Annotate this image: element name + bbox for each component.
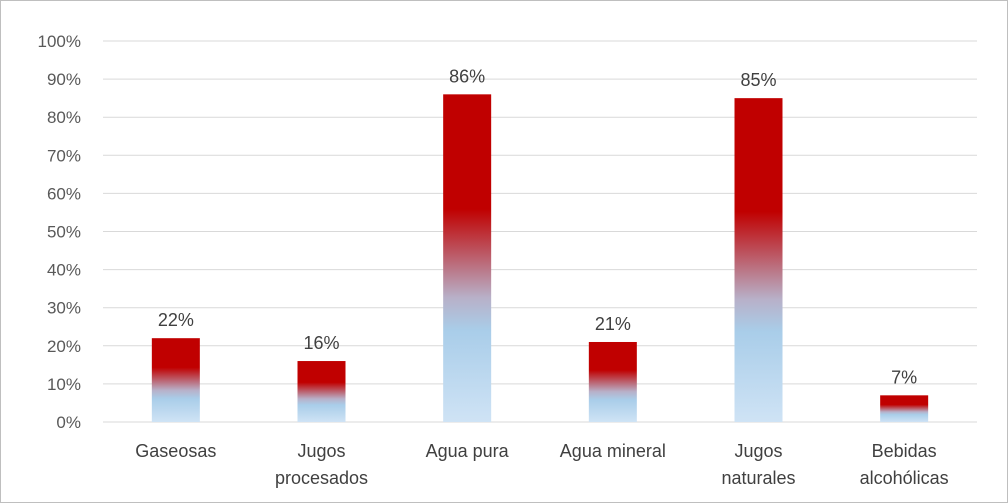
category-label: Agua pura xyxy=(426,441,510,461)
y-tick-label: 100% xyxy=(38,32,81,51)
data-label: 22% xyxy=(158,310,194,330)
y-tick-label: 0% xyxy=(56,413,81,432)
category-label-line: Jugos xyxy=(297,441,345,461)
x-axis-categories: Gaseosas Jugos procesados Agua pura Agua min… xyxy=(135,441,948,488)
category-label-line: naturales xyxy=(721,468,795,488)
data-labels: 22% 16% 86% 21% 85% 7% xyxy=(158,66,917,387)
bars xyxy=(151,94,929,423)
category-label: Jugos naturales xyxy=(721,441,795,488)
category-label: Gaseosas xyxy=(135,441,216,461)
bar xyxy=(734,98,783,423)
y-tick-label: 70% xyxy=(47,146,81,165)
category-label: Agua mineral xyxy=(560,441,666,461)
data-label: 85% xyxy=(740,70,776,90)
y-tick-label: 30% xyxy=(47,299,81,318)
y-tick-label: 50% xyxy=(47,223,81,242)
category-label-line: Agua mineral xyxy=(560,441,666,461)
y-tick-label: 90% xyxy=(47,70,81,89)
y-tick-label: 20% xyxy=(47,337,81,356)
y-tick-label: 40% xyxy=(47,261,81,280)
data-label: 16% xyxy=(303,333,339,353)
category-label-line: Agua pura xyxy=(426,441,510,461)
bar xyxy=(588,341,637,422)
y-tick-label: 80% xyxy=(47,108,81,127)
category-label-line: alcohólicas xyxy=(860,468,949,488)
data-label: 21% xyxy=(595,314,631,334)
bar xyxy=(880,395,929,422)
bar xyxy=(297,361,346,422)
y-tick-label: 10% xyxy=(47,375,81,394)
category-label: Bebidas alcohólicas xyxy=(860,441,949,488)
category-label-line: Gaseosas xyxy=(135,441,216,461)
category-label-line: Jugos xyxy=(734,441,782,461)
bar xyxy=(443,94,492,422)
category-label-line: Bebidas xyxy=(872,441,937,461)
y-tick-label: 60% xyxy=(47,184,81,203)
data-label: 86% xyxy=(449,66,485,86)
gridlines xyxy=(103,40,977,423)
category-label-line: procesados xyxy=(275,468,368,488)
category-label: Jugos procesados xyxy=(275,441,368,488)
y-axis-ticks: 0% 10% 20% 30% 40% 50% 60% 70% 80% 90% 100% xyxy=(38,32,81,432)
data-label: 7% xyxy=(891,367,917,387)
bar xyxy=(151,338,200,422)
